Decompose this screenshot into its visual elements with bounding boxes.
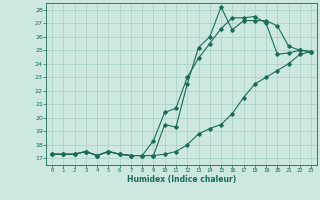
X-axis label: Humidex (Indice chaleur): Humidex (Indice chaleur) xyxy=(127,175,236,184)
